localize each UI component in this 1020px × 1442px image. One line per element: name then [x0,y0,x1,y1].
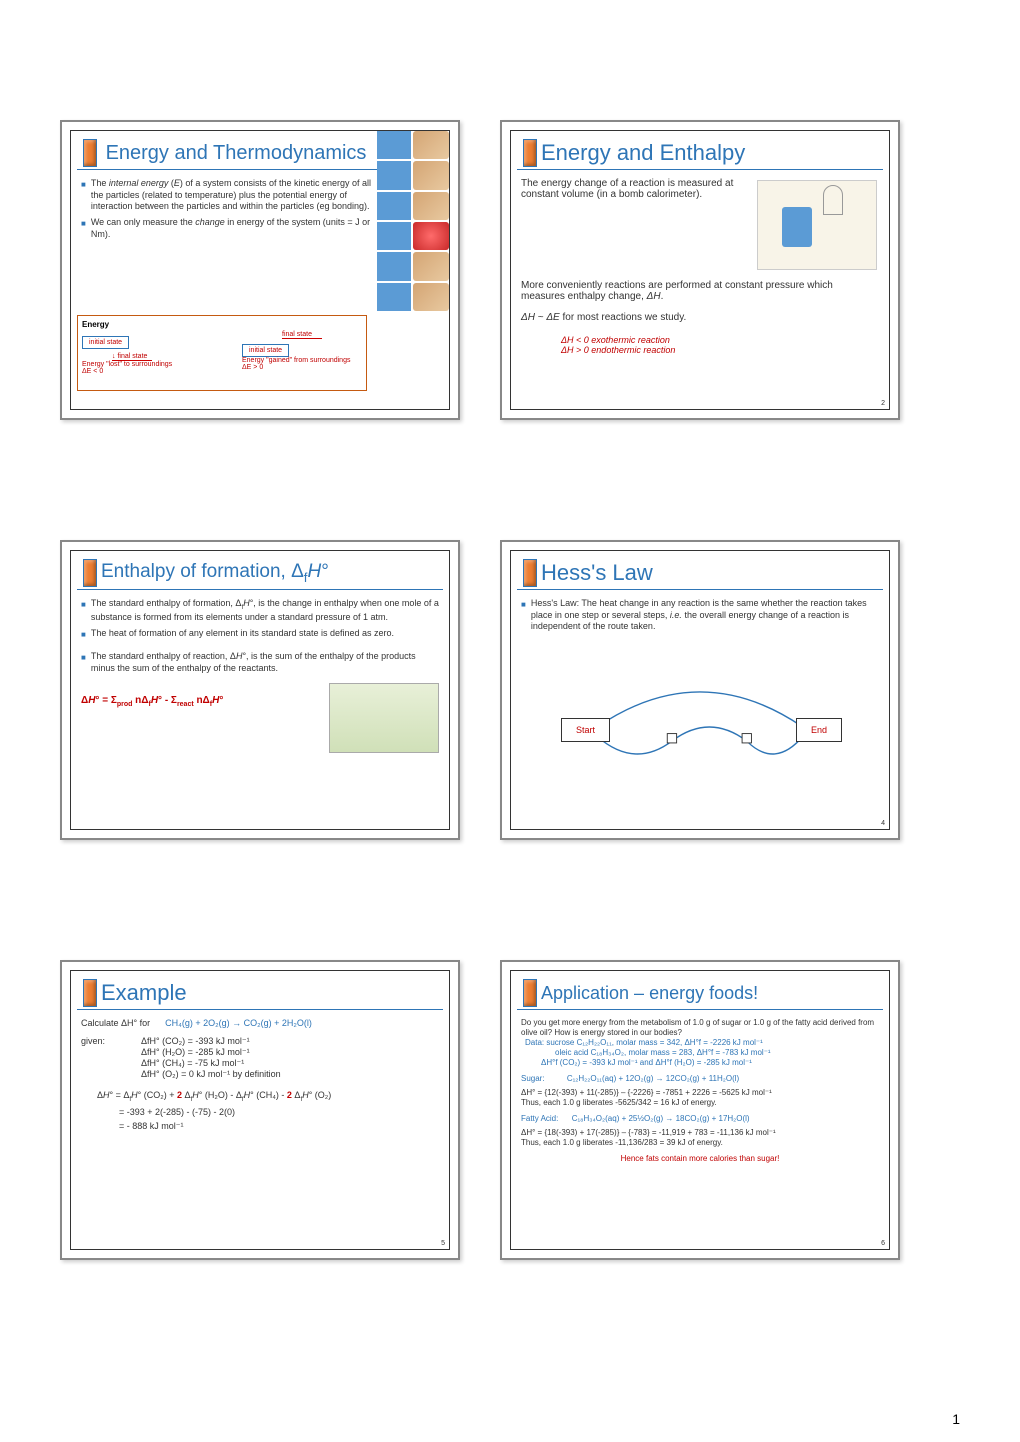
slide-4-title: Hess's Law [541,560,877,586]
endothermic-label: ΔH > 0 endothermic reaction [561,345,879,355]
slide-3: Enthalpy of formation, ΔfH° ■The standar… [60,540,460,840]
calc-step1: ΔH° = ΔfH° (CO₂) + 2 ΔfH° (H₂O) - ΔfH° (… [97,1090,439,1103]
title-block-icon [523,559,537,587]
fatty-calc: ΔH° = {18(-393) + 17(-285)} – {-783} = -… [521,1128,879,1138]
slide-1: Energy and Thermodynamics ■The internal … [60,120,460,420]
fatty-result: Thus, each 1.0 g liberates -11,136/283 =… [521,1138,879,1148]
s2-text1: The energy change of a reaction is measu… [521,178,755,272]
hess-diagram: Start End [541,643,859,783]
de-positive: ΔE > 0 [242,364,362,371]
slide-5: Example Calculate ΔH° for CH₄(g) + 2O₂(g… [60,960,460,1260]
sugar-result: Thus, each 1.0 g liberates -5625/342 = 1… [521,1098,879,1108]
fatty-equation: C₁₈H₃₄O₂(aq) + 25½O₂(g) → 18CO₂(g) + 17H… [572,1114,750,1123]
s6-data1: Data: sucrose C₁₂H₂₂O₁₁, molar mass = 34… [525,1038,879,1048]
energy-lost-label: Energy "lost" to surroundings [82,361,202,368]
example-equation: CH₄(g) + 2O₂(g) → CO₂(g) + 2H₂O(l) [165,1018,312,1028]
given-2: ΔfH° (H₂O) = -285 kJ mol⁻¹ [141,1047,281,1058]
given-4: ΔfH° (O₂) = 0 kJ mol⁻¹ by definition [141,1069,281,1080]
title-block-icon [523,979,537,1007]
given-3: ΔfH° (CH₄) = -75 kJ mol⁻¹ [141,1058,281,1069]
calc-label: Calculate ΔH° for [81,1018,150,1028]
s3-b2: The heat of formation of any element in … [91,628,439,640]
given-1: ΔfH° (CO₂) = -393 kJ mol⁻¹ [141,1036,281,1047]
energy-diagram: Energy initial state ↓ final state Energ… [77,315,367,391]
energy-header: Energy [82,320,362,329]
calorimeter-image [757,180,877,270]
slide-row-3: Example Calculate ΔH° for CH₄(g) + 2O₂(g… [60,960,960,1260]
enthalpy-diagram-image [329,683,439,753]
slide-number: 6 [881,1240,885,1247]
s1-bullet-2: We can only measure the change in energy… [91,217,375,240]
hess-start: Start [561,718,610,742]
conclusion: Hence fats contain more calories than su… [521,1154,879,1164]
slide-6-title: Application – energy foods! [541,983,877,1004]
calc-step3: = - 888 kJ mol⁻¹ [119,1121,439,1132]
hess-end: End [796,718,842,742]
sugar-equation: C₁₂H₂₂O₁₁(aq) + 12O₂(g) → 12CO₂(g) + 11H… [567,1074,739,1083]
slide-2: Energy and Enthalpy The energy change of… [500,120,900,420]
s6-data2: oleic acid C₁₈H₃₄O₂, molar mass = 283, Δ… [555,1048,879,1058]
slide-6: Application – energy foods! Do you get m… [500,960,900,1260]
slide-number: 2 [881,400,885,407]
fatty-label: Fatty Acid: [521,1114,558,1123]
title-block-icon [83,979,97,1007]
slide-2-title: Energy and Enthalpy [541,140,877,166]
slide-4: Hess's Law ■Hess's Law: The heat change … [500,540,900,840]
sugar-label: Sugar: [521,1074,545,1083]
de-negative: ΔE < 0 [82,368,202,375]
title-block-icon [83,559,97,587]
s4-bullet: Hess's Law: The heat change in any react… [531,598,879,633]
s3-b3: The standard enthalpy of reaction, ΔH°, … [91,651,439,674]
slide-row-1: Energy and Thermodynamics ■The internal … [60,120,960,420]
s1-bullet-1: The internal energy (E) of a system cons… [91,178,375,213]
slide-1-title: Energy and Thermodynamics [101,142,371,165]
s6-question: Do you get more energy from the metaboli… [521,1018,879,1038]
given-label: given: [81,1036,141,1080]
slide-number: 4 [881,820,885,827]
s2-text2: More conveniently reactions are performe… [521,280,879,302]
enthalpy-formula: ΔH° = Σprod nΔfH° - Σreact nΔfH° [81,695,329,753]
initial-state-2: initial state [242,344,289,357]
s3-b1: The standard enthalpy of formation, ΔfH°… [91,598,439,624]
sugar-calc: ΔH° = {12(-393) + 11(-285)} – {-2226} = … [521,1088,879,1098]
exothermic-label: ΔH < 0 exothermic reaction [561,335,879,345]
slide-number: 5 [441,1240,445,1247]
initial-state-1: initial state [82,336,129,349]
energy-gained-label: Energy "gained" from surroundings [242,357,362,364]
page-number: 1 [952,1411,960,1427]
energy-types-sidebar [377,131,449,311]
title-block-icon [83,139,97,167]
slide-3-title: Enthalpy of formation, ΔfH° [101,561,437,585]
s6-data3: ΔH°f (CO₂) = -393 kJ mol⁻¹ and ΔH°f (H₂O… [541,1058,879,1068]
slide-5-title: Example [101,980,437,1006]
calc-step2: = -393 + 2(-285) - (-75) - 2(0) [119,1107,439,1117]
s2-text3: ΔH ~ ΔE for most reactions we study. [521,312,879,323]
title-block-icon [523,139,537,167]
slide-row-2: Enthalpy of formation, ΔfH° ■The standar… [60,540,960,840]
